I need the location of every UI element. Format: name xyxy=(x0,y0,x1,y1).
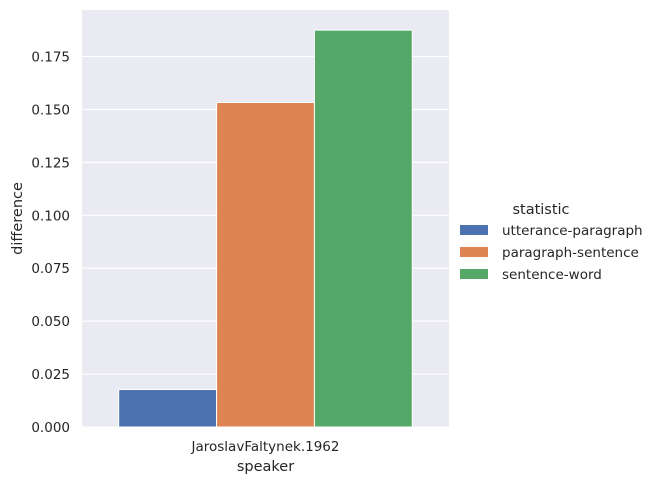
y-tick-label: 0.025 xyxy=(31,367,70,383)
legend-swatch xyxy=(460,225,488,235)
legend-title: statistic xyxy=(512,202,569,218)
legend-label: utterance-paragraph xyxy=(502,223,643,239)
x-tick-labels: JaroslavFaltynek.1962 xyxy=(191,439,340,455)
y-tick-label: 0.000 xyxy=(31,420,70,436)
y-tick-label: 0.175 xyxy=(31,50,70,66)
legend: statistic utterance-paragraph paragraph-s… xyxy=(460,202,643,283)
y-tick-label: 0.150 xyxy=(31,102,70,118)
y-tick-labels: 0.000 0.025 0.050 0.075 0.100 0.125 0.150 0.175 xyxy=(31,50,70,436)
bars xyxy=(118,29,413,428)
y-tick-label: 0.100 xyxy=(31,208,70,224)
y-tick-label: 0.075 xyxy=(31,261,70,277)
x-tick-label: JaroslavFaltynek.1962 xyxy=(191,439,340,455)
bar-sentence-word xyxy=(313,29,413,428)
legend-label: paragraph-sentence xyxy=(502,245,639,261)
legend-swatch xyxy=(460,247,488,257)
bar-paragraph-sentence xyxy=(216,102,315,428)
legend-swatch xyxy=(460,269,488,279)
y-axis-title: difference xyxy=(10,182,26,255)
legend-items: utterance-paragraph paragraph-sentence sen… xyxy=(460,223,643,283)
bar-utterance-paragraph xyxy=(118,389,218,428)
legend-label: sentence-word xyxy=(502,267,602,283)
y-tick-label: 0.125 xyxy=(31,155,70,171)
x-axis-title: speaker xyxy=(237,459,294,475)
y-tick-label: 0.050 xyxy=(31,314,70,330)
